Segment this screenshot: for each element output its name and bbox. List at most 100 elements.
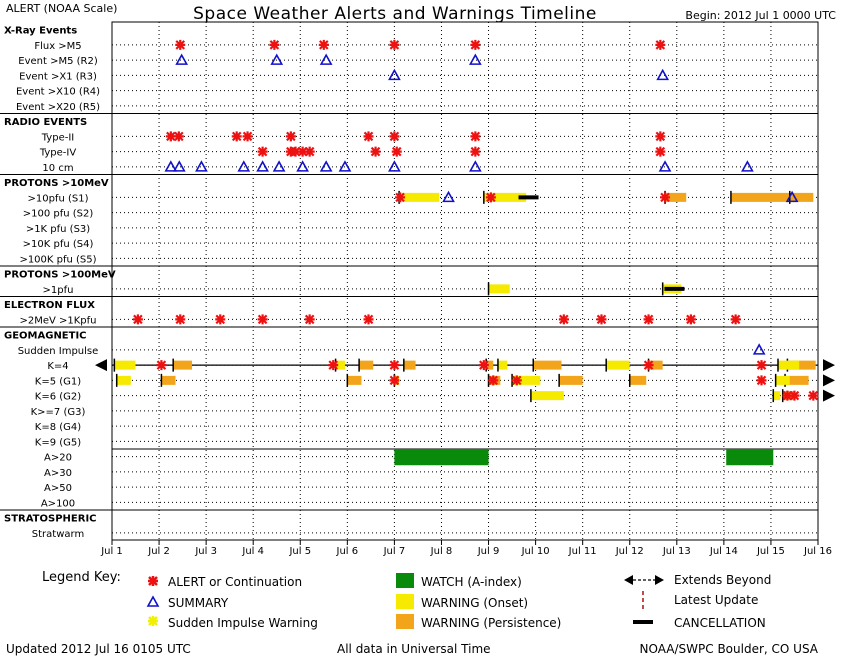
- alert-mark: [789, 390, 800, 401]
- updated-timestamp: Updated 2012 Jul 16 0105 UTC: [6, 642, 191, 656]
- alert-mark: [488, 375, 499, 386]
- legend-extends-beyond-label: Extends Beyond: [674, 573, 771, 587]
- x-tick-label: Jul 9: [477, 546, 500, 557]
- alert-mark: [756, 375, 767, 386]
- warning-persistence-bar: [665, 192, 687, 202]
- extends-left-arrow: [95, 359, 107, 372]
- x-tick-label: Jul 7: [383, 546, 406, 557]
- row-label-k7: K>=7 (G3): [31, 407, 86, 418]
- alert-mark: [304, 146, 315, 157]
- warning-persistence-bar: [173, 360, 193, 370]
- alert-mark: [756, 360, 767, 371]
- summary-mark: [658, 160, 672, 172]
- row-label-geomag: GEOMAGNETIC: [4, 331, 87, 342]
- alert-mark: [297, 146, 308, 157]
- source-credit: NOAA/SWPC Boulder, CO USA: [640, 642, 819, 656]
- extends-right-arrow: [823, 359, 835, 372]
- alert-scale-label: ALERT (NOAA Scale): [6, 2, 117, 15]
- warning-persistence-bar: [785, 375, 809, 385]
- row-label-p_s4: >10K pfu (S4): [23, 239, 94, 250]
- row-label-event_m5: Event >M5 (R2): [18, 56, 98, 67]
- warning-onset-bar: [606, 360, 630, 370]
- alert-mark: [363, 314, 374, 325]
- legend-alert-label: ALERT or Continuation: [168, 575, 302, 589]
- alert-mark: [242, 131, 253, 142]
- legend-watch-label: WATCH (A-index): [421, 575, 522, 589]
- row-label-event_x10: Event >X10 (R4): [16, 87, 100, 98]
- warning-persistence-bar: [787, 360, 816, 370]
- summary-mark: [442, 190, 455, 203]
- watch-bar: [394, 449, 489, 466]
- warning-persistence-bar: [559, 375, 583, 385]
- alert-mark: [304, 314, 315, 325]
- alert-mark: [655, 131, 666, 142]
- warning-onset-bar: [773, 391, 781, 401]
- warning-onset-bar: [497, 360, 508, 370]
- x-tick-label: Jul 8: [430, 546, 453, 557]
- begin-date-label: Begin: 2012 Jul 1 0000 UTC: [685, 9, 836, 22]
- warning-persistence-bar: [533, 360, 562, 370]
- row-label-type4: Type-IV: [39, 148, 77, 159]
- warning-onset-bar: [116, 375, 131, 385]
- row-label-stratwarm: Stratwarm: [32, 529, 84, 540]
- row-label-p_s2: >100 pfu (S2): [23, 209, 94, 220]
- summary-mark: [175, 53, 189, 65]
- summary-mark: [272, 160, 286, 172]
- summary-mark: [237, 160, 251, 172]
- row-label-flux_m5: Flux >M5: [34, 41, 81, 52]
- alert-mark: [655, 39, 666, 50]
- summary-mark: [256, 160, 269, 172]
- legend-extends-beyond-icon: [624, 575, 664, 585]
- row-label-e_2mev: >2MeV >1Kpfu: [19, 315, 96, 326]
- cancellation-mark: [518, 195, 539, 200]
- summary-mark: [388, 68, 401, 81]
- alert-mark: [389, 375, 400, 386]
- alert-mark: [782, 390, 793, 401]
- alert-mark: [391, 146, 402, 157]
- alert-mark: [175, 314, 186, 325]
- summary-mark: [468, 160, 482, 172]
- alert-mark: [643, 360, 654, 371]
- row-label-protons10: PROTONS >10MeV: [4, 178, 109, 189]
- alert-mark: [318, 39, 329, 50]
- row-label-si: Sudden Impulse: [18, 346, 99, 357]
- legend-summary-label: SUMMARY: [168, 596, 229, 610]
- alert-mark: [285, 131, 296, 142]
- alert-mark: [363, 131, 374, 142]
- legend-onset-label: WARNING (Onset): [421, 596, 528, 610]
- alert-mark: [257, 146, 268, 157]
- warning-onset-bar: [483, 192, 527, 202]
- row-label-electron: ELECTRON FLUX: [4, 300, 95, 311]
- summary-mark: [164, 160, 178, 172]
- legend-cancellation-icon: [633, 620, 653, 624]
- summary-mark: [319, 53, 333, 65]
- alert-mark: [215, 314, 226, 325]
- x-tick-label: Jul 12: [615, 546, 644, 557]
- alert-mark: [389, 360, 400, 371]
- row-label-k4: K=4: [47, 361, 68, 372]
- x-tick-label: Jul 15: [756, 546, 785, 557]
- legend: Legend Key: ALERT or Continuation SUMMAR…: [42, 570, 771, 630]
- x-tick-label: Jul 11: [568, 546, 597, 557]
- grid-lines: [112, 22, 818, 540]
- alert-mark: [478, 360, 489, 371]
- summary-mark: [195, 160, 208, 172]
- legend-onset-swatch: [396, 594, 414, 609]
- alert-mark: [596, 314, 607, 325]
- alert-mark: [808, 390, 819, 401]
- warning-onset-bar: [335, 360, 345, 370]
- row-label-protons100: PROTONS >100MeV: [4, 270, 116, 281]
- alert-mark: [685, 314, 696, 325]
- chart-title: Space Weather Alerts and Warnings Timeli…: [193, 4, 597, 24]
- x-tick-label: Jul 14: [709, 546, 738, 557]
- row-labels: X-Ray Events Flux >M5 Event >M5 (R2) Event …: [4, 26, 116, 540]
- summary-mark: [388, 160, 401, 172]
- row-label-k6: K=6 (G2): [35, 392, 81, 403]
- summary-mark: [785, 190, 799, 203]
- legend-sudden-impulse-icon: [148, 616, 158, 626]
- row-label-cm10: 10 cm: [42, 163, 73, 174]
- row-label-a50: A>50: [44, 483, 72, 494]
- x-tick-label: Jul 4: [241, 546, 264, 557]
- summary-mark: [752, 343, 766, 355]
